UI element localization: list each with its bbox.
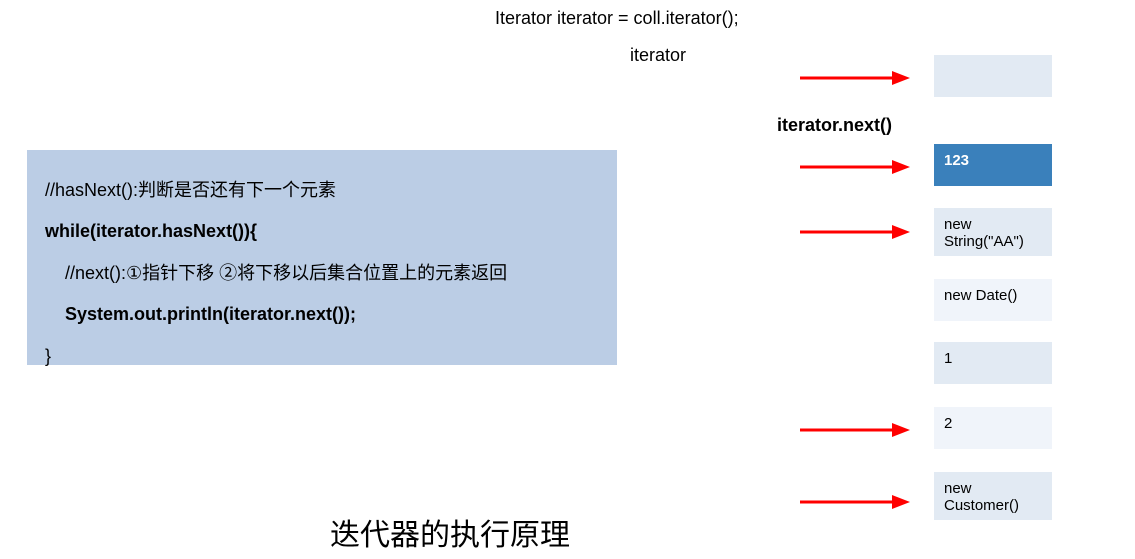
arrow-icon — [800, 225, 910, 239]
arrow-icon — [800, 423, 910, 437]
list-item: 123 — [933, 143, 1053, 187]
code-line: System.out.println(iterator.next()); — [45, 294, 599, 335]
code-line: while(iterator.hasNext()){ — [45, 211, 599, 252]
diagram-title: 迭代器的执行原理 — [330, 510, 570, 554]
iterator-label: iterator — [630, 45, 686, 66]
list-item — [933, 54, 1053, 98]
code-block: //hasNext():判断是否还有下一个元素while(iterator.ha… — [27, 150, 617, 365]
list-item: new Date() — [933, 278, 1053, 322]
arrow-icon — [800, 160, 910, 174]
list-item: new String("AA") — [933, 207, 1053, 257]
arrow-icon — [800, 495, 910, 509]
header-code-line: Iterator iterator = coll.iterator(); — [495, 8, 739, 29]
list-item: new Customer() — [933, 471, 1053, 521]
list-item: 2 — [933, 406, 1053, 450]
code-line: //hasNext():判断是否还有下一个元素 — [45, 170, 599, 211]
list-item: 1 — [933, 341, 1053, 385]
code-line: } — [45, 336, 599, 377]
code-line: //next():①指针下移 ②将下移以后集合位置上的元素返回 — [45, 253, 599, 294]
arrow-icon — [800, 71, 910, 85]
iterator-next-label: iterator.next() — [777, 115, 892, 136]
